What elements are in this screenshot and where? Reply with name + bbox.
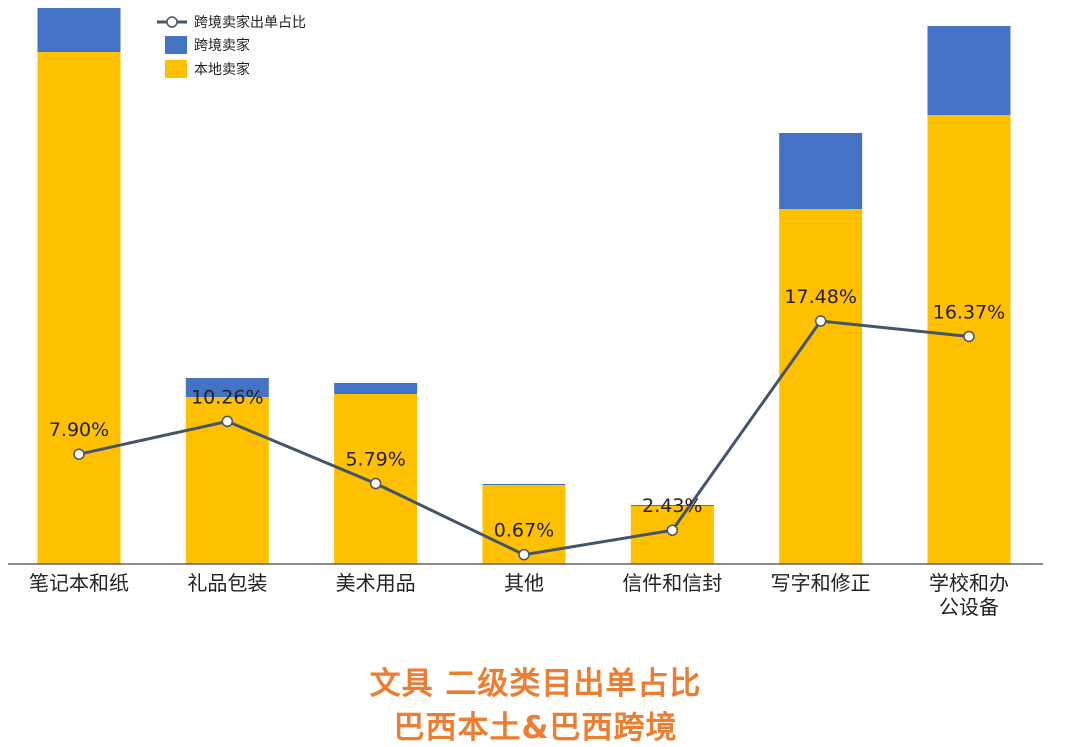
line-layer [73,315,975,561]
bar-cross-1 [185,378,269,397]
bar-cross-0 [37,8,121,52]
ratio-point-5 [814,315,827,327]
bars-layer [37,8,1011,564]
category-label-4: 信件和信封 [622,571,722,595]
bar-cross-6 [927,26,1011,115]
bar-cross-3 [482,484,566,485]
chart-subtitle: 巴西本土&巴西跨境 [393,710,678,746]
category-label-5: 写字和修正 [771,571,871,595]
ratio-point-1 [221,415,234,428]
ratio-label-4: 2.43% [642,495,702,517]
category-labels-layer: 笔记本和纸 礼品包装 美术用品 其他 信件和信封 写字和修正 学校和办公设备 [29,571,1009,619]
legend-label-cross: 跨境卖家 [194,37,250,54]
chart-title: 文具 二级类目出单占比 [369,666,702,702]
legend-label-local: 本地卖家 [194,61,250,78]
chart: 7.90% 10.26% 5.79% 0.67% 2.43% 17.48% 16.37% 笔… [8,8,1043,619]
bar-local-0 [37,52,121,564]
ratio-point-3 [518,548,530,561]
legend-swatch-cross [165,36,187,54]
category-label-6: 学校和办公设备 [929,571,1009,619]
category-label-1: 礼品包装 [187,571,267,595]
legend-line-marker [166,16,178,28]
ratio-label-2: 5.79% [345,449,405,471]
ratio-point-0 [73,448,85,460]
ratio-label-5: 17.48% [784,286,856,308]
ratio-point-6 [963,330,975,343]
legend-swatch-local [165,60,187,78]
ratio-point-2 [369,477,382,490]
ratio-label-6: 16.37% [933,301,1005,323]
category-label-0: 笔记本和纸 [29,571,129,595]
bar-cross-4 [630,505,714,506]
bar-cross-2 [334,383,418,394]
data-labels-layer: 7.90% 10.26% 5.79% 0.67% 2.43% 17.48% 16.37% [49,286,1005,542]
bar-cross-5 [779,133,863,209]
ratio-label-0: 7.90% [49,419,109,441]
bar-local-5 [779,209,863,564]
ratio-label-3: 0.67% [494,520,554,542]
legend-label-ratio: 跨境卖家出单占比 [194,14,306,31]
category-label-2: 美术用品 [336,571,416,595]
category-label-3: 其他 [504,571,544,595]
ratio-point-4 [666,524,679,536]
ratio-label-1: 10.26% [191,386,263,408]
